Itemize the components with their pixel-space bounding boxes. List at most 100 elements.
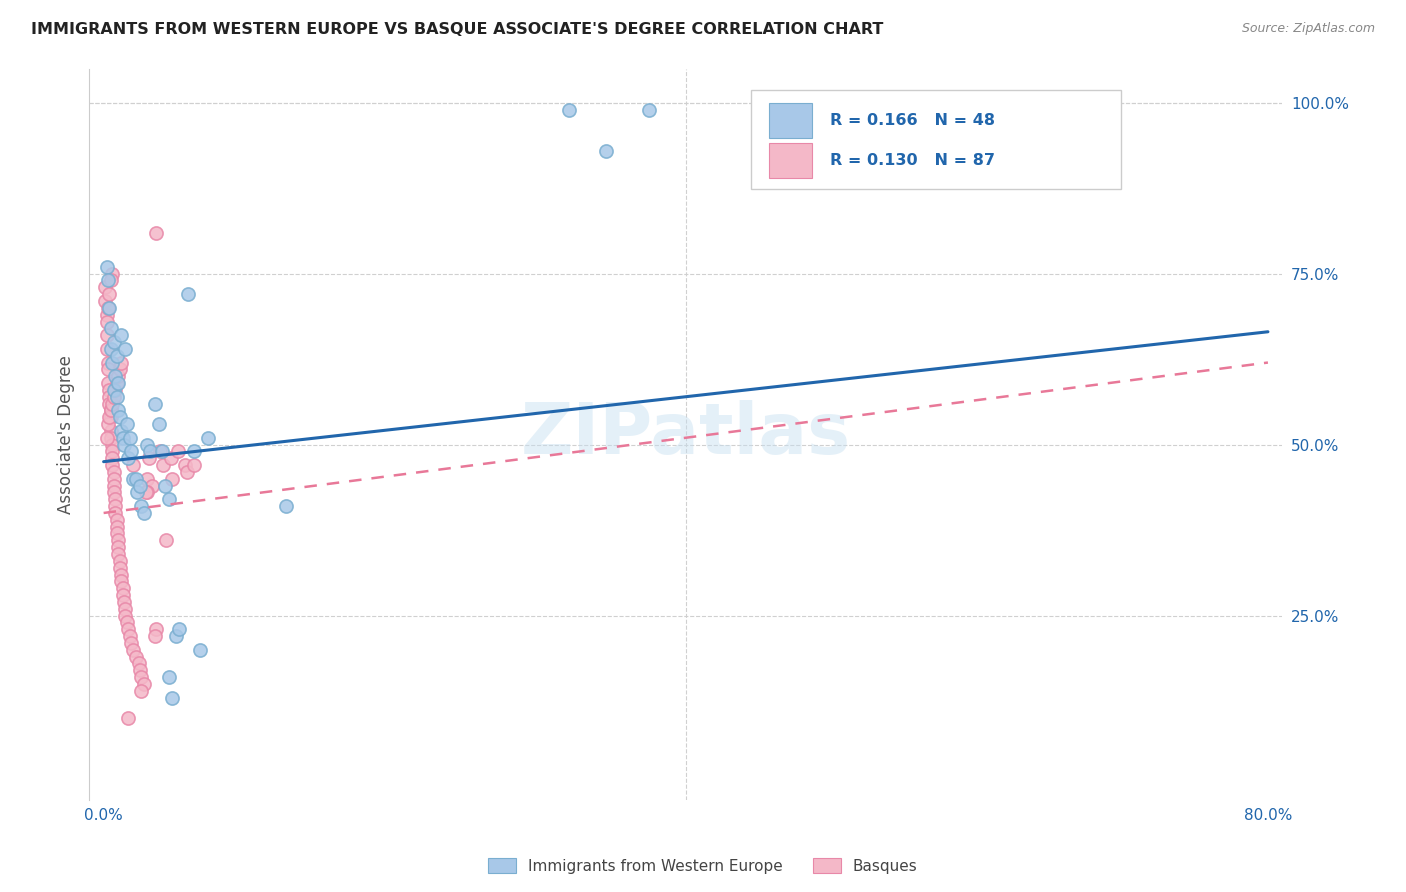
Point — [176, 465, 198, 479]
Point — [117, 622, 139, 636]
Point — [110, 424, 132, 438]
Point — [98, 410, 121, 425]
Point — [274, 499, 297, 513]
Point — [134, 506, 156, 520]
Point — [107, 369, 129, 384]
Point — [638, 103, 661, 117]
Point — [121, 472, 143, 486]
Point — [121, 642, 143, 657]
Point — [135, 485, 157, 500]
Point — [103, 485, 125, 500]
Point — [100, 431, 122, 445]
Point — [108, 410, 131, 425]
Point — [110, 328, 132, 343]
Point — [114, 601, 136, 615]
Point — [108, 362, 131, 376]
Point — [131, 670, 153, 684]
Point — [143, 629, 166, 643]
Point — [104, 492, 127, 507]
Point — [97, 301, 120, 315]
Point — [100, 321, 122, 335]
Point — [100, 424, 122, 438]
Point — [114, 342, 136, 356]
Point — [104, 369, 127, 384]
Point — [153, 478, 176, 492]
Point — [107, 376, 129, 390]
Text: R = 0.130   N = 87: R = 0.130 N = 87 — [830, 153, 995, 169]
Point — [121, 458, 143, 472]
Point — [94, 293, 117, 308]
Point — [174, 458, 197, 472]
Point — [595, 144, 617, 158]
Point — [112, 437, 135, 451]
Point — [105, 376, 128, 390]
Point — [183, 458, 205, 472]
Bar — [769, 143, 813, 178]
Point — [100, 273, 122, 287]
Point — [145, 622, 167, 636]
Point — [188, 642, 211, 657]
Point — [150, 444, 173, 458]
Point — [96, 342, 118, 356]
Point — [105, 513, 128, 527]
Point — [183, 444, 205, 458]
Point — [100, 403, 122, 417]
Point — [120, 444, 142, 458]
Point — [138, 451, 160, 466]
Point — [101, 355, 124, 369]
Point — [103, 465, 125, 479]
Point — [97, 355, 120, 369]
Point — [96, 308, 118, 322]
Point — [117, 711, 139, 725]
FancyBboxPatch shape — [751, 90, 1122, 189]
Point — [101, 267, 124, 281]
Point — [97, 417, 120, 431]
Point — [98, 396, 121, 410]
Point — [103, 334, 125, 349]
Point — [112, 595, 135, 609]
Point — [98, 301, 121, 315]
Point — [145, 226, 167, 240]
Point — [100, 342, 122, 356]
Point — [157, 670, 180, 684]
Point — [160, 472, 183, 486]
Point — [120, 636, 142, 650]
Point — [129, 478, 152, 492]
Point — [105, 526, 128, 541]
Point — [141, 478, 163, 492]
Point — [100, 410, 122, 425]
Point — [98, 383, 121, 397]
Point — [143, 396, 166, 410]
Point — [103, 478, 125, 492]
Point — [118, 629, 141, 643]
Point — [108, 554, 131, 568]
Point — [136, 437, 159, 451]
Point — [136, 485, 159, 500]
Point — [103, 472, 125, 486]
Point — [149, 444, 172, 458]
Point — [105, 390, 128, 404]
Point — [104, 383, 127, 397]
Point — [94, 280, 117, 294]
Point — [98, 287, 121, 301]
Text: IMMIGRANTS FROM WESTERN EUROPE VS BASQUE ASSOCIATE'S DEGREE CORRELATION CHART: IMMIGRANTS FROM WESTERN EUROPE VS BASQUE… — [31, 22, 883, 37]
Point — [139, 444, 162, 458]
Point — [103, 383, 125, 397]
Point — [101, 444, 124, 458]
Bar — [769, 103, 813, 138]
Point — [110, 574, 132, 589]
Point — [177, 287, 200, 301]
Point — [129, 663, 152, 677]
Point — [124, 649, 146, 664]
Point — [100, 403, 122, 417]
Point — [159, 451, 181, 466]
Point — [107, 403, 129, 417]
Point — [128, 657, 150, 671]
Point — [101, 451, 124, 466]
Point — [104, 499, 127, 513]
Point — [160, 690, 183, 705]
Point — [115, 417, 138, 431]
Point — [104, 506, 127, 520]
Point — [97, 362, 120, 376]
Point — [107, 540, 129, 554]
